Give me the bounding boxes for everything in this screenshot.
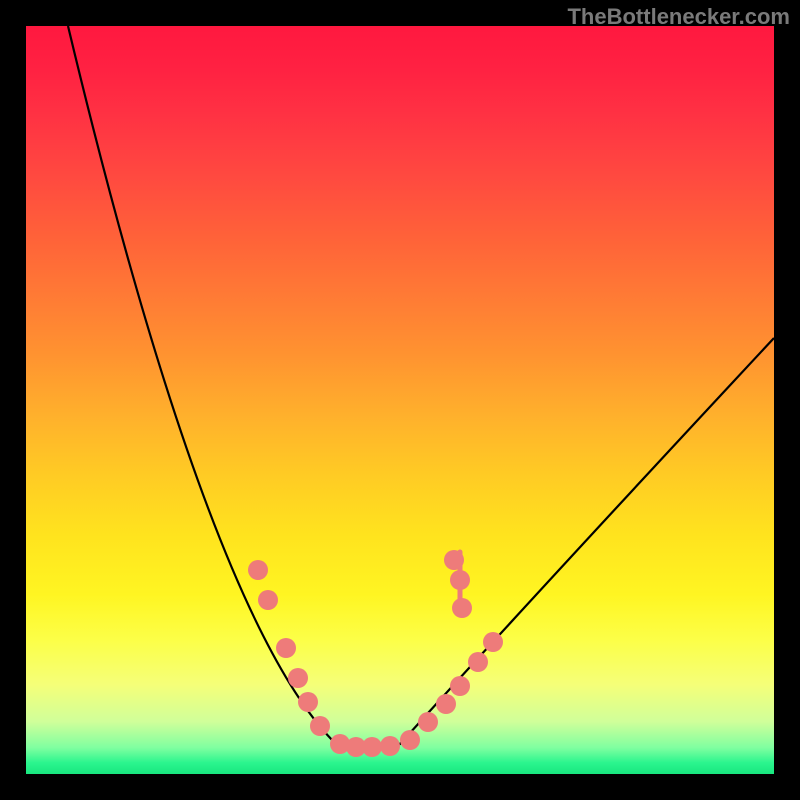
plot-background <box>26 26 774 774</box>
marker-dot <box>400 730 420 750</box>
marker-dot <box>418 712 438 732</box>
marker-dot <box>450 570 470 590</box>
marker-dot <box>483 632 503 652</box>
bottleneck-chart <box>0 0 800 800</box>
marker-dot <box>452 598 472 618</box>
watermark-text: TheBottlenecker.com <box>567 4 790 30</box>
marker-dot <box>288 668 308 688</box>
marker-dot <box>298 692 318 712</box>
marker-dot <box>310 716 330 736</box>
marker-dot <box>248 560 268 580</box>
marker-dot <box>436 694 456 714</box>
marker-dot <box>258 590 278 610</box>
marker-dot <box>362 737 382 757</box>
marker-dot <box>444 550 464 570</box>
marker-dot <box>276 638 296 658</box>
marker-dot <box>380 736 400 756</box>
marker-dot <box>450 676 470 696</box>
marker-dot <box>468 652 488 672</box>
